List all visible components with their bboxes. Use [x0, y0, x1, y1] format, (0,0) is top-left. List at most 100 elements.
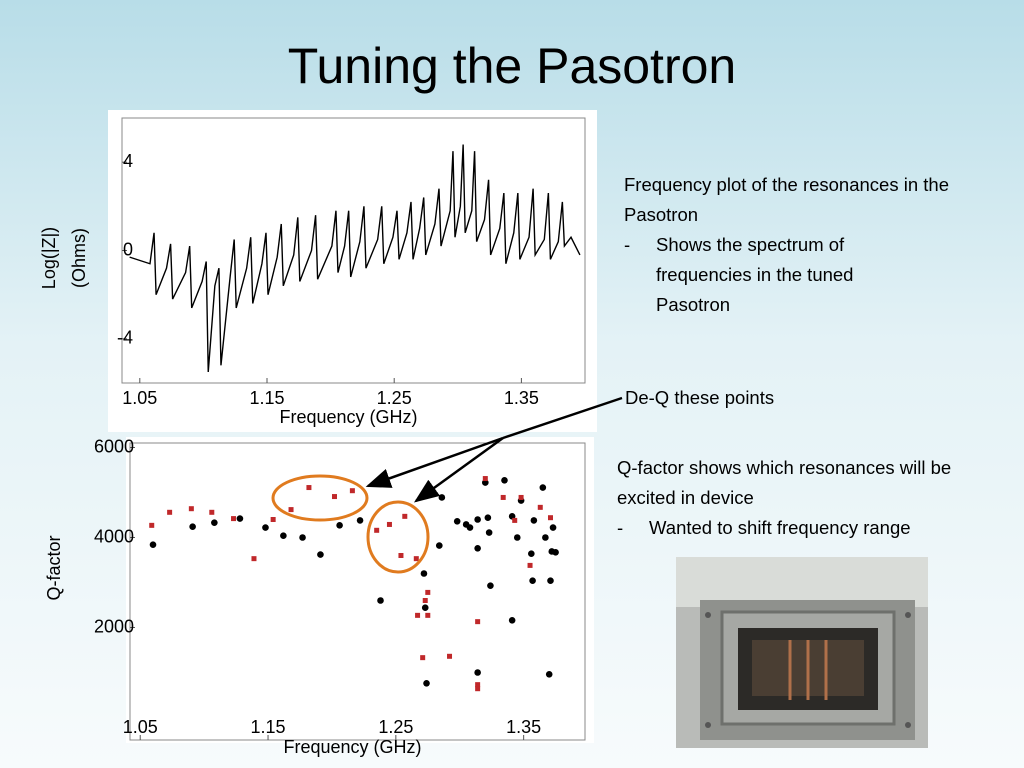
data-point: [508, 617, 516, 624]
data-point: [425, 589, 431, 595]
y-tick-label: 4: [123, 151, 133, 171]
data-point: [513, 534, 521, 541]
x-tick-label: 1.25: [377, 388, 412, 408]
y-axis-label: (Ohms): [69, 228, 89, 288]
y-tick-label: 2000: [94, 616, 134, 636]
data-point: [501, 477, 508, 484]
data-point: [377, 597, 384, 604]
data-point: [420, 570, 428, 577]
data-point: [527, 562, 533, 568]
highlight-ellipse: [366, 500, 430, 574]
data-point: [545, 671, 553, 678]
data-point: [500, 494, 506, 500]
y-axis-label: Log(|Z|): [39, 227, 59, 289]
arrow: [502, 396, 623, 440]
data-point: [317, 551, 324, 558]
note: Frequency plot of the resonances in the …: [624, 170, 994, 320]
bullet-text: Shows the spectrum of frequencies in the…: [656, 234, 854, 315]
note-text: De-Q these points: [625, 387, 775, 408]
bullet: - Shows the spectrum of frequencies in th…: [624, 230, 994, 320]
data-point: [167, 509, 173, 515]
data-point: [475, 686, 481, 692]
x-tick-label: 1.35: [506, 717, 541, 737]
data-point: [149, 541, 157, 548]
chart-panel: [126, 437, 594, 743]
data-point: [211, 519, 218, 526]
data-point: [423, 680, 430, 687]
data-point: [422, 598, 428, 603]
data-point: [529, 577, 536, 584]
data-point: [475, 619, 481, 625]
data-point: [331, 494, 337, 500]
y-tick-label: 0: [123, 239, 133, 259]
data-point: [487, 582, 494, 589]
x-axis-label: Frequency (GHz): [279, 407, 417, 427]
data-point: [474, 669, 481, 676]
data-point: [421, 604, 429, 611]
data-point: [188, 506, 194, 512]
data-point: [398, 553, 404, 558]
plot-frame: [129, 442, 586, 741]
data-point: [306, 485, 312, 491]
y-tick-label: 6000: [94, 436, 134, 456]
data-point: [547, 577, 554, 584]
bullet-marker: -: [617, 517, 624, 538]
data-point: [270, 517, 276, 522]
data-point: [189, 523, 196, 530]
data-point: [485, 529, 493, 536]
data-point: [475, 682, 481, 688]
data-point: [236, 515, 244, 522]
data-point: [299, 534, 306, 541]
data-point: [447, 653, 453, 659]
data-point: [251, 556, 257, 562]
data-point: [482, 476, 488, 482]
x-tick-label: 1.25: [378, 717, 413, 737]
y-axis-label: Q-factor: [44, 535, 64, 600]
data-point: [549, 524, 557, 531]
highlight-ellipse: [271, 474, 369, 522]
note: Q-factor shows which resonances will be …: [617, 453, 1007, 543]
arrow: [413, 436, 504, 503]
data-point: [512, 517, 518, 523]
x-tick-label: 1.35: [504, 388, 539, 408]
bullet-text: Wanted to shift frequency range: [649, 517, 911, 538]
x-tick-label: 1.15: [251, 717, 286, 737]
note-text: Q-factor shows which resonances will be …: [617, 457, 952, 508]
data-point: [349, 488, 355, 494]
data-point: [547, 515, 553, 521]
data-point: [402, 513, 408, 519]
bullet-marker: -: [624, 234, 631, 255]
bullet: - Wanted to shift frequency range: [617, 513, 1007, 543]
x-tick-label: 1.05: [123, 717, 158, 737]
x-axis-label: Frequency (GHz): [283, 737, 421, 757]
data-point: [420, 655, 426, 661]
data-point: [415, 612, 421, 618]
data-point: [542, 534, 549, 541]
data-point: [356, 517, 364, 524]
data-point: [386, 521, 392, 527]
data-point: [149, 522, 155, 528]
data-point: [425, 612, 431, 618]
data-point: [336, 522, 343, 529]
data-point: [231, 516, 237, 522]
data-point: [453, 518, 461, 525]
data-point: [539, 484, 547, 491]
y-tick-label: 4000: [94, 526, 134, 546]
data-point: [466, 524, 474, 531]
x-tick-label: 1.15: [249, 388, 284, 408]
data-point: [438, 494, 446, 501]
data-point: [552, 549, 559, 556]
photo: [676, 557, 928, 748]
data-point: [537, 504, 543, 510]
data-point: [413, 556, 419, 562]
data-point: [209, 509, 215, 515]
data-point: [374, 527, 380, 533]
data-point: [484, 514, 492, 521]
data-point: [280, 532, 287, 539]
data-point: [528, 550, 535, 557]
data-line: [129, 144, 581, 373]
data-point: [518, 494, 524, 500]
data-point: [474, 545, 481, 552]
